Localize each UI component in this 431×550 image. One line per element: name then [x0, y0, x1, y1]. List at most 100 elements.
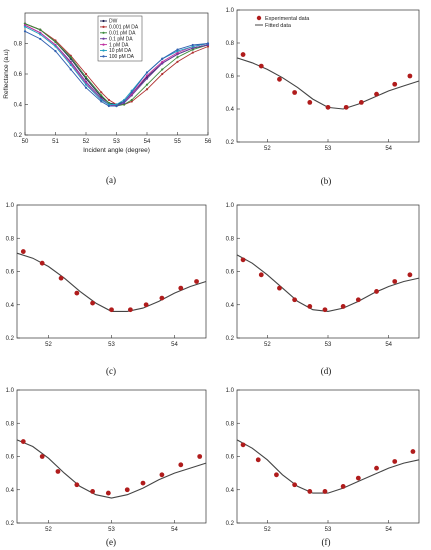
series-1-point: [176, 60, 179, 63]
experimental-point: [410, 449, 416, 454]
experimental-point: [277, 76, 282, 82]
x-tick-label: 50: [22, 139, 29, 145]
series-2-point: [161, 68, 164, 71]
series-6-point: [39, 37, 42, 41]
legend-label: 1 pM DA: [109, 42, 129, 48]
series-1-point: [145, 88, 149, 91]
chart-panel-0: 50 51 52 53 54 55 56 0.2 0.4 0.6 0.8 (a) Incident an…: [3, 12, 212, 185]
experimental-point: [374, 465, 379, 471]
legend-label: Experimental data: [265, 16, 310, 22]
x-tick-label: 54: [385, 527, 392, 533]
experimental-point: [407, 272, 413, 278]
series-4-point: [23, 24, 27, 27]
series-6-point: [100, 100, 103, 103]
experimental-point: [374, 289, 379, 294]
experimental-point: [178, 285, 184, 291]
chart-panel-5: 52 53 54 0.2 0.4 0.6 0.8 1.0 (f): [226, 388, 420, 547]
experimental-point: [258, 272, 264, 278]
x-tick-label: 54: [144, 139, 151, 145]
y-tick-label: 0.4: [14, 103, 23, 109]
experimental-point: [292, 90, 298, 95]
series-1-point: [107, 98, 110, 102]
series-3-point: [123, 101, 126, 105]
experimental-point: [90, 489, 95, 494]
x-tick-label: 52: [264, 146, 271, 152]
series-1-point: [84, 72, 88, 76]
panel-caption: (d): [321, 366, 332, 376]
series-4-point: [39, 31, 42, 34]
x-tick-label: 54: [385, 146, 392, 152]
x-tick-label: 52: [83, 139, 90, 145]
series-2-point: [191, 48, 194, 51]
series-4-point: [176, 51, 179, 54]
experimental-point: [255, 457, 261, 463]
series-3-point: [145, 77, 149, 80]
legend-label: 0.001 pM DA: [109, 25, 139, 31]
y-tick-label: 0.2: [226, 521, 235, 527]
panel-caption: (a): [106, 175, 116, 185]
experimental-point: [258, 63, 264, 69]
series-1-point: [191, 51, 194, 54]
y-tick-label: 1.0: [226, 203, 235, 209]
legend-marker: [102, 55, 105, 58]
y-tick-label: 0.8: [14, 42, 23, 48]
plot-frame: [236, 9, 420, 143]
y-tick-label: 0.4: [226, 107, 235, 113]
y-tick-label: 0.8: [226, 421, 235, 427]
x-tick-label: 56: [205, 139, 212, 145]
experimental-point: [240, 52, 246, 57]
series-3-point: [176, 53, 179, 56]
series-5-point: [115, 103, 118, 106]
x-tick-label: 52: [264, 342, 271, 348]
series-4-point: [161, 60, 164, 63]
fitted-curve: [236, 439, 420, 494]
panel-caption: (f): [322, 537, 331, 547]
x-tick-label: 54: [171, 527, 178, 533]
y-tick-label: 0.6: [226, 455, 235, 461]
series-6-point: [23, 30, 27, 33]
experimental-point: [74, 290, 80, 296]
series-2-point: [69, 56, 72, 59]
series-6-point: [123, 100, 126, 103]
experimental-point: [140, 480, 146, 486]
experimental-point: [322, 489, 328, 494]
chart-panel-1: 52 53 54 0.2 0.4 0.6 0.8 1.0 (b) Experimental dat…: [226, 8, 420, 186]
series-2-point: [100, 94, 103, 97]
series-6-point: [191, 43, 194, 47]
experimental-point: [39, 454, 45, 459]
y-tick-label: 0.8: [226, 236, 235, 242]
series-1-point: [100, 91, 103, 94]
experimental-point: [55, 469, 61, 474]
experimental-point: [358, 100, 364, 105]
series-6-point: [206, 42, 210, 45]
series-6-point: [107, 104, 110, 108]
plot-frame: [236, 389, 420, 524]
series-6-point: [130, 91, 133, 94]
experimental-point: [105, 490, 111, 496]
experimental-point: [39, 260, 45, 266]
series-6-point: [145, 71, 149, 74]
y-tick-label: 0.6: [14, 72, 23, 78]
y-tick-label: 1.0: [226, 8, 235, 14]
legend-marker: [102, 43, 105, 46]
fitted-curve: [16, 252, 207, 312]
legend-marker: [102, 25, 105, 28]
series-1-point: [130, 100, 133, 103]
series-6-point: [115, 104, 118, 108]
series-2-point: [23, 22, 27, 25]
series-5-point: [39, 33, 42, 36]
experimental-point: [194, 279, 199, 284]
experimental-point: [240, 257, 246, 263]
experimental-point: [340, 484, 346, 489]
legend-label: 100 pM DA: [109, 54, 135, 60]
experimental-point: [292, 482, 298, 488]
x-tick-label: 52: [45, 342, 52, 348]
x-tick-label: 55: [174, 139, 181, 145]
fitted-curve: [236, 57, 420, 110]
experimental-point: [159, 295, 165, 301]
y-tick-label: 0.2: [14, 133, 23, 139]
y-axis-label: Reflectance (a.u): [3, 49, 10, 99]
x-tick-label: 53: [113, 139, 120, 145]
chart-panel-3: 52 53 54 0.2 0.4 0.6 0.8 1.0 (d): [226, 203, 420, 376]
